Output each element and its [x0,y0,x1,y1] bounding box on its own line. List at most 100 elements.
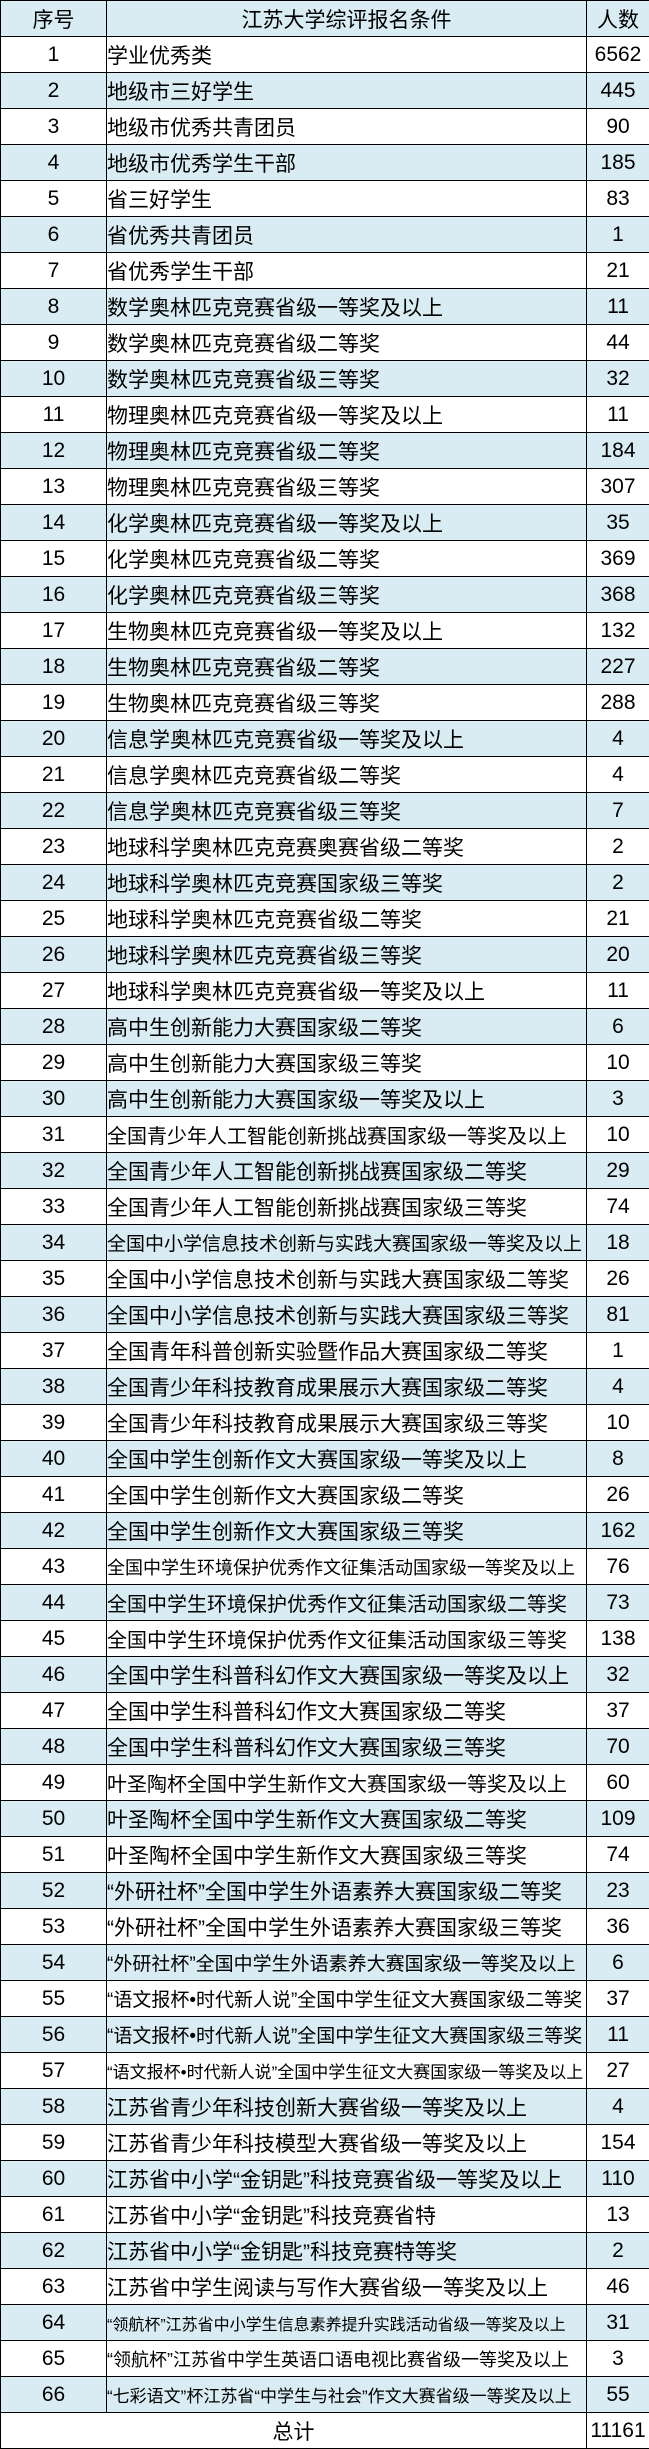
row-number-cell: 19 [0,684,107,721]
row-number-cell: 25 [0,900,107,937]
condition-cell: 江苏省中小学“金钥匙”科技竞赛省级一等奖及以上 [106,2160,587,2197]
table-row: 52 “外研社杯”全国中学生外语素养大赛国家级二等奖 23 [0,1872,649,1909]
table-row: 29 高中生创新能力大赛国家级三等奖 10 [0,1044,649,1081]
table-row: 21 信息学奥林匹克竞赛省级二等奖 4 [0,756,649,793]
condition-cell: 数学奥林匹克竞赛省级三等奖 [106,360,587,397]
condition-cell: 物理奥林匹克竞赛省级三等奖 [106,468,587,505]
row-number-cell: 4 [0,144,107,181]
count-cell: 154 [586,2124,649,2161]
condition-cell: 全国中学生环境保护优秀作文征集活动国家级一等奖及以上 [106,1548,587,1585]
condition-cell: 江苏省青少年科技模型大赛省级一等奖及以上 [106,2124,587,2161]
table-row: 58 江苏省青少年科技创新大赛省级一等奖及以上 4 [0,2088,649,2125]
count-cell: 8 [586,1440,649,1477]
count-cell: 3 [586,2340,649,2377]
table-row: 46 全国中学生科普科幻作文大赛国家级一等奖及以上 32 [0,1656,649,1693]
row-number-cell: 60 [0,2160,107,2197]
condition-cell: 生物奥林匹克竞赛省级二等奖 [106,648,587,685]
condition-cell: “七彩语文”杯江苏省“中学生与社会”作文大赛省级一等奖及以上 [106,2376,587,2413]
count-cell: 368 [586,576,649,613]
count-cell: 6 [586,1008,649,1045]
condition-cell: 全国中学生创新作文大赛国家级一等奖及以上 [106,1440,587,1477]
row-number-cell: 56 [0,2016,107,2053]
table-row: 14 化学奥林匹克竞赛省级一等奖及以上 35 [0,504,649,541]
table-row: 60 江苏省中小学“金钥匙”科技竞赛省级一等奖及以上 110 [0,2160,649,2197]
condition-cell: “领航杯”江苏省中学生英语口语电视比赛省级一等奖及以上 [106,2340,587,2377]
table-row: 51 叶圣陶杯全国中学生新作文大赛国家级三等奖 74 [0,1836,649,1873]
count-cell: 10 [586,1044,649,1081]
table-row: 54 “外研社杯”全国中学生外语素养大赛国家级一等奖及以上 6 [0,1944,649,1981]
condition-cell: 全国青少年科技教育成果展示大赛国家级二等奖 [106,1368,587,1405]
condition-cell: 高中生创新能力大赛国家级三等奖 [106,1044,587,1081]
count-cell: 4 [586,720,649,757]
condition-cell: 化学奥林匹克竞赛省级二等奖 [106,540,587,577]
count-cell: 27 [586,2052,649,2089]
header-condition: 江苏大学综评报名条件 [106,0,587,37]
count-cell: 2 [586,828,649,865]
count-cell: 11 [586,288,649,325]
row-number-cell: 6 [0,216,107,253]
row-number-cell: 13 [0,468,107,505]
row-number-cell: 45 [0,1620,107,1657]
table-row: 45 全国中学生环境保护优秀作文征集活动国家级三等奖 138 [0,1620,649,1657]
row-number-cell: 33 [0,1188,107,1225]
table-row: 47 全国中学生科普科幻作文大赛国家级二等奖 37 [0,1692,649,1729]
count-cell: 138 [586,1620,649,1657]
table-row: 9 数学奥林匹克竞赛省级二等奖 44 [0,324,649,361]
count-cell: 21 [586,900,649,937]
condition-cell: 地级市优秀共青团员 [106,108,587,145]
row-number-cell: 2 [0,72,107,109]
condition-cell: 地级市优秀学生干部 [106,144,587,181]
table-row: 40 全国中学生创新作文大赛国家级一等奖及以上 8 [0,1440,649,1477]
count-cell: 37 [586,1692,649,1729]
condition-cell: 全国中学生科普科幻作文大赛国家级三等奖 [106,1728,587,1765]
row-number-cell: 27 [0,972,107,1009]
count-cell: 74 [586,1836,649,1873]
condition-cell: 全国青年科普创新实验暨作品大赛国家级二等奖 [106,1332,587,1369]
condition-cell: 省优秀学生干部 [106,252,587,289]
row-number-cell: 28 [0,1008,107,1045]
count-cell: 6562 [586,36,649,73]
table-row: 36 全国中小学信息技术创新与实践大赛国家级三等奖 81 [0,1296,649,1333]
table-row: 44 全国中学生环境保护优秀作文征集活动国家级二等奖 73 [0,1584,649,1621]
row-number-cell: 32 [0,1152,107,1189]
row-number-cell: 36 [0,1296,107,1333]
row-number-cell: 34 [0,1224,107,1261]
condition-cell: 物理奥林匹克竞赛省级一等奖及以上 [106,396,587,433]
count-cell: 83 [586,180,649,217]
row-number-cell: 20 [0,720,107,757]
table-row: 7 省优秀学生干部 21 [0,252,649,289]
count-cell: 20 [586,936,649,973]
row-number-cell: 59 [0,2124,107,2161]
table-row: 26 地球科学奥林匹克竞赛省级三等奖 20 [0,936,649,973]
row-number-cell: 63 [0,2268,107,2305]
row-number-cell: 62 [0,2232,107,2269]
table-row: 62 江苏省中小学“金钥匙”科技竞赛特等奖 2 [0,2232,649,2269]
table-row: 25 地球科学奥林匹克竞赛省级二等奖 21 [0,900,649,937]
condition-cell: 全国中学生创新作文大赛国家级二等奖 [106,1476,587,1513]
table-row: 41 全国中学生创新作文大赛国家级二等奖 26 [0,1476,649,1513]
count-cell: 4 [586,2088,649,2125]
count-cell: 29 [586,1152,649,1189]
count-cell: 74 [586,1188,649,1225]
row-number-cell: 8 [0,288,107,325]
row-number-cell: 53 [0,1908,107,1945]
condition-cell: 高中生创新能力大赛国家级一等奖及以上 [106,1080,587,1117]
count-cell: 162 [586,1512,649,1549]
condition-cell: 全国中学生科普科幻作文大赛国家级二等奖 [106,1692,587,1729]
row-number-cell: 39 [0,1404,107,1441]
table-row: 16 化学奥林匹克竞赛省级三等奖 368 [0,576,649,613]
table-row: 4 地级市优秀学生干部 185 [0,144,649,181]
table-row: 12 物理奥林匹克竞赛省级二等奖 184 [0,432,649,469]
count-cell: 4 [586,756,649,793]
row-number-cell: 57 [0,2052,107,2089]
condition-cell: “语文报杯•时代新人说”全国中学生征文大赛国家级二等奖 [106,1980,587,2017]
table-row: 32 全国青少年人工智能创新挑战赛国家级二等奖 29 [0,1152,649,1189]
count-cell: 73 [586,1584,649,1621]
total-row: 总计 11161 [0,2412,649,2449]
table-body: 1 学业优秀类 6562 2 地级市三好学生 445 3 地级市优秀共青团员 90 4 地级市优秀学… [0,36,649,2413]
table-row: 3 地级市优秀共青团员 90 [0,108,649,145]
row-number-cell: 22 [0,792,107,829]
table-row: 11 物理奥林匹克竞赛省级一等奖及以上 11 [0,396,649,433]
table-row: 39 全国青少年科技教育成果展示大赛国家级三等奖 10 [0,1404,649,1441]
table-row: 2 地级市三好学生 445 [0,72,649,109]
